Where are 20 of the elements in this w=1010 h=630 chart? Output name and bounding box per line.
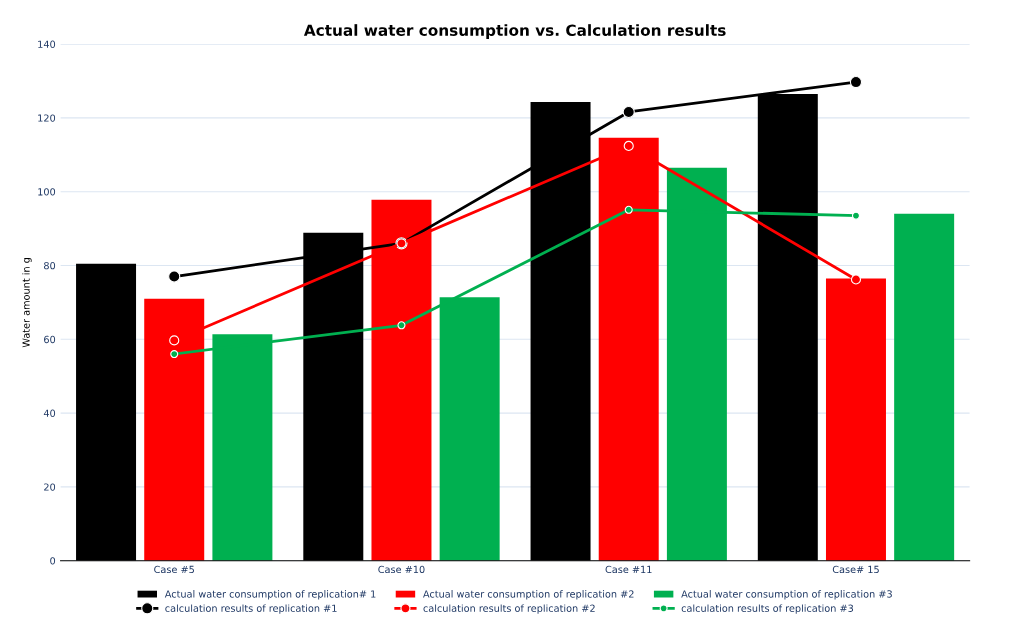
x-tick-label: Case #11	[605, 565, 652, 574]
x-tick-label: Case# 15	[832, 565, 879, 574]
legend-label: Actual water consumption of replication# 1	[164, 590, 376, 600]
legend-label: Actual water consumption of replication #3	[681, 590, 892, 600]
legend-label: calculation results of replication #3	[681, 604, 854, 614]
y-tick-label: 0	[50, 557, 56, 565]
legend-label: calculation results of replication #2	[423, 604, 595, 614]
y-tick-label: 40	[43, 409, 56, 417]
legend-label: calculation results of replication #1	[165, 604, 337, 614]
x-tick-label: Case #5	[154, 565, 194, 574]
chart-title: Actual water consumption vs. Calculation results	[303, 24, 726, 39]
legend-label: Actual water consumption of replication #2	[423, 590, 634, 600]
y-axis-title: Water amount in g	[22, 258, 32, 348]
y-tick-label: 80	[44, 261, 56, 270]
y-tick-label: 60	[44, 335, 56, 344]
x-tick-label: Case #10	[378, 565, 425, 574]
y-tick-label: 20	[44, 483, 56, 491]
y-tick-label: 120	[38, 114, 56, 122]
y-tick-label: 140	[38, 40, 56, 48]
y-tick-label: 100	[38, 188, 56, 196]
